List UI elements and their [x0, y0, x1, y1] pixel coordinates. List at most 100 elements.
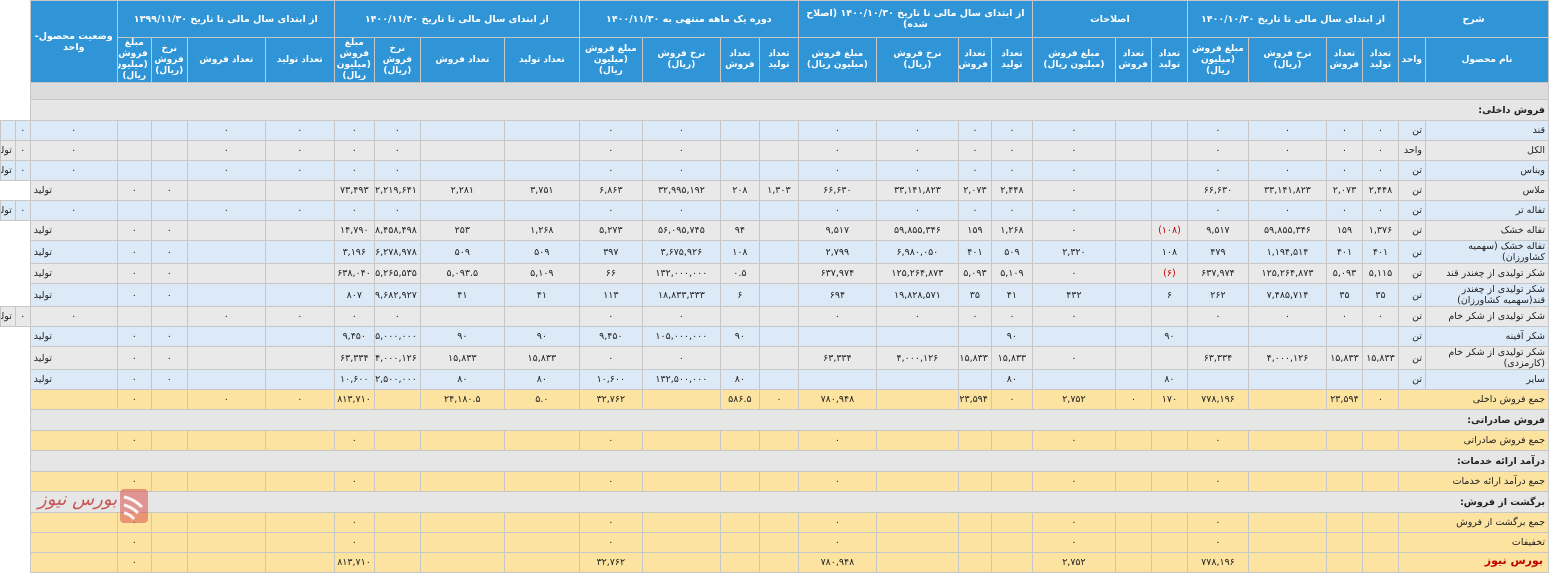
value-cell: ٠ — [29, 200, 118, 221]
value-cell: ۱۵,۸۳۳ — [503, 346, 580, 370]
value-cell: ٠ — [797, 430, 877, 451]
status-cell — [29, 430, 118, 451]
value-cell — [990, 430, 1033, 451]
status-cell — [29, 532, 118, 553]
value-cell — [719, 160, 760, 181]
value-cell: ۱,۳۰۳ — [758, 180, 799, 201]
value-cell — [503, 140, 580, 161]
value-cell — [719, 306, 760, 327]
value-cell: ۷۷۸,۱۹۶ — [1186, 389, 1249, 410]
value-cell — [503, 160, 580, 181]
value-cell: ٠ — [29, 120, 118, 141]
value-cell — [1361, 369, 1399, 390]
value-cell: ٠ — [1031, 263, 1116, 284]
value-cell: ۱۵,۸۳۳ — [1325, 346, 1363, 370]
value-cell: ۱۴,۷۹۰ — [333, 220, 375, 241]
value-cell: ۵,۰۹۳.۵ — [419, 263, 505, 284]
value-cell: ٠ — [1186, 512, 1249, 533]
value-cell: ٠ — [1031, 430, 1116, 451]
header-period-adjusted: از ابتدای سال مالی تا تاریخ ۱۴۰۰/۱۰/۳۰ (… — [797, 0, 1033, 38]
value-cell: ۵,۱۰۹ — [503, 263, 580, 284]
value-cell — [719, 140, 760, 161]
value-cell: ٠ — [797, 532, 877, 553]
table-body: فروش داخلی: قند تن ٠ ٠ ٠ ٠ ٠ ٠ ٠ ٠ ٠ ٠ ٠ ٠ ٠ ٠ ٠ ٠ ٠ الکل واح… — [0, 82, 1549, 573]
header-month-period: دوره یک ماهه منتهی به ۱۴۰۰/۱۱/۳۰ — [578, 0, 799, 38]
value-cell: ۱۹,۸۲۸,۵۷۱ — [875, 283, 959, 307]
value-cell — [641, 552, 721, 573]
value-cell — [186, 346, 266, 370]
value-cell — [1247, 532, 1327, 553]
value-cell: ۲,۳۲۰ — [1031, 240, 1116, 264]
unit-cell: تن — [1397, 220, 1427, 241]
value-cell — [719, 346, 760, 370]
value-cell: ۸۰ — [419, 369, 505, 390]
row-label: جمع برگشت از فروش — [1397, 512, 1549, 533]
value-cell: ٠ — [957, 160, 992, 181]
value-cell — [719, 120, 760, 141]
col-sale-amount: مبلغ فروش (میلیون ریال) — [333, 37, 375, 83]
value-cell: ٠ — [797, 512, 877, 533]
status-cell: تولید — [29, 240, 118, 264]
table-header: شرح از ابتدای سال مالی تا تاریخ ۱۴۰۰/۱۰/… — [1, 0, 1549, 83]
value-cell: ۶,۸۶۳ — [578, 180, 643, 201]
value-cell: ۱۰۵,۰۰۰,۰۰۰ — [641, 326, 721, 347]
value-cell — [719, 471, 760, 492]
value-cell: ٠ — [150, 346, 188, 370]
value-cell: ۳,۶۷۵,۹۲۶ — [641, 240, 721, 264]
value-cell: ٠ — [1247, 120, 1327, 141]
value-cell — [1325, 552, 1363, 573]
value-cell — [758, 306, 799, 327]
value-cell: ٠ — [957, 140, 992, 161]
value-cell: ۷۸۰,۹۴۸ — [797, 389, 877, 410]
table-row: ویناستن٠٠٠٠٠٠٠٠٠٠٠٠٠٠٠٠٠تولید — [0, 160, 1549, 181]
value-cell — [758, 346, 799, 370]
status-cell: تولید — [29, 220, 118, 241]
value-cell: ٠ — [150, 369, 188, 390]
value-cell: ٠ — [641, 140, 721, 161]
value-cell: ٠ — [990, 200, 1033, 221]
col-sale-amount: مبلغ فروش (میلیون ریال) — [1186, 37, 1249, 83]
value-cell: ۳۵ — [957, 283, 992, 307]
section-row: درآمد ارائه خدمات: — [1, 450, 1549, 472]
value-cell: ۱۳۲,۵۰۰,۰۰۰ — [373, 369, 421, 390]
unit-cell: تن — [1397, 369, 1427, 390]
value-cell — [875, 369, 959, 390]
status-cell: تولید — [29, 369, 118, 390]
value-cell: ۹۰ — [503, 326, 580, 347]
value-cell — [419, 140, 505, 161]
value-cell — [503, 552, 580, 573]
value-cell: ٠ — [333, 306, 375, 327]
value-cell: ٠ — [641, 306, 721, 327]
value-cell: ٠ — [264, 389, 335, 410]
value-cell — [264, 430, 335, 451]
value-cell: ۴,۰۰۰,۱۲۶ — [875, 346, 959, 370]
value-cell: ٠ — [1031, 200, 1116, 221]
value-cell: ٠ — [116, 180, 152, 201]
value-cell — [1114, 471, 1152, 492]
value-cell: ٠ — [641, 160, 721, 181]
value-cell — [1114, 346, 1152, 370]
value-cell: ۱۰,۶۰۰ — [578, 369, 643, 390]
value-cell — [373, 389, 421, 410]
value-cell: ٠ — [1031, 532, 1116, 553]
value-cell: ٠ — [578, 346, 643, 370]
value-cell — [264, 180, 335, 201]
unit-cell: واحد — [1397, 140, 1427, 161]
value-cell — [875, 512, 959, 533]
value-cell — [1114, 369, 1152, 390]
value-cell: ٠ — [1031, 220, 1116, 241]
value-cell: ٠ — [333, 140, 375, 161]
value-cell: ۲۰۸ — [719, 180, 760, 201]
value-cell: ۱,۲۶۸ — [990, 220, 1033, 241]
value-cell: ٠ — [578, 512, 643, 533]
value-cell — [758, 532, 799, 553]
row-label: قند — [1425, 120, 1549, 141]
value-cell: ٠ — [14, 120, 31, 141]
value-cell: ٠ — [1361, 389, 1399, 410]
value-cell — [264, 263, 335, 284]
value-cell: ٠ — [373, 140, 421, 161]
value-cell — [1150, 552, 1188, 573]
value-cell — [1325, 369, 1363, 390]
value-cell: ٠ — [116, 240, 152, 264]
value-cell: ٠ — [875, 140, 959, 161]
